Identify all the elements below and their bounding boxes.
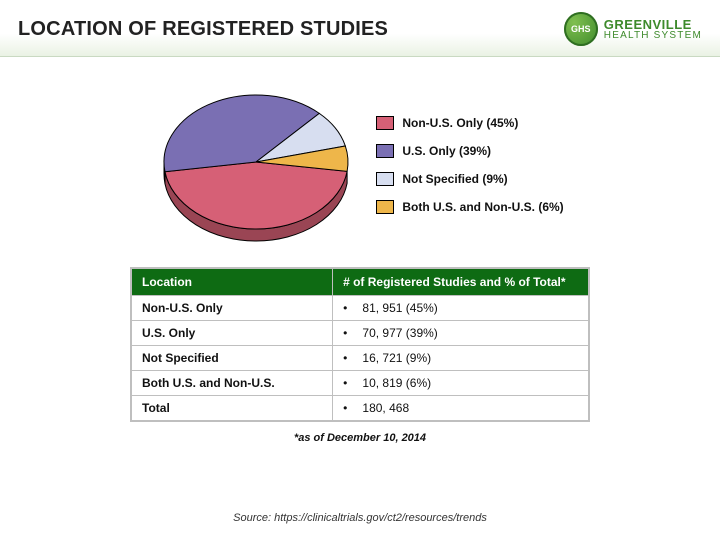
legend-item: Non-U.S. Only (45%) [376, 116, 563, 130]
table-cell-value: • 16, 721 (9%) [333, 346, 589, 371]
table-cell-location: Not Specified [132, 346, 333, 371]
source-citation: Source: https://clinicaltrials.gov/ct2/r… [0, 512, 720, 524]
table-cell-location: Non-U.S. Only [132, 296, 333, 321]
brand-logo: GHS GREENVILLE HEALTH SYSTEM [564, 12, 702, 46]
legend-label: Both U.S. and Non-U.S. (6%) [402, 200, 563, 214]
table-cell-value: • 81, 951 (45%) [333, 296, 589, 321]
table-row: Not Specified• 16, 721 (9%) [132, 346, 589, 371]
logo-line2: HEALTH SYSTEM [604, 31, 702, 41]
page-title: LOCATION OF REGISTERED STUDIES [18, 18, 388, 41]
table-row: Both U.S. and Non-U.S.• 10, 819 (6%) [132, 371, 589, 396]
table-cell-value: • 180, 468 [333, 396, 589, 421]
legend-swatch-icon [376, 200, 394, 214]
logo-badge-icon: GHS [564, 12, 598, 46]
table-header-cell: Location [132, 269, 333, 296]
table-cell-location: Total [132, 396, 333, 421]
table-cell-location: Both U.S. and Non-U.S. [132, 371, 333, 396]
table-cell-location: U.S. Only [132, 321, 333, 346]
data-table: Location# of Registered Studies and % of… [131, 268, 589, 421]
footnote: *as of December 10, 2014 [0, 432, 720, 444]
chart-area: Non-U.S. Only (45%) U.S. Only (39%) Not Sp… [0, 85, 720, 245]
pie-chart [156, 85, 356, 245]
legend-swatch-icon [376, 172, 394, 186]
chart-legend: Non-U.S. Only (45%) U.S. Only (39%) Not Sp… [376, 116, 563, 214]
legend-swatch-icon [376, 144, 394, 158]
logo-text: GREENVILLE HEALTH SYSTEM [604, 18, 702, 41]
legend-item: Not Specified (9%) [376, 172, 563, 186]
legend-label: Not Specified (9%) [402, 172, 507, 186]
table-row: U.S. Only• 70, 977 (39%) [132, 321, 589, 346]
table-header-cell: # of Registered Studies and % of Total* [333, 269, 589, 296]
legend-item: U.S. Only (39%) [376, 144, 563, 158]
legend-label: Non-U.S. Only (45%) [402, 116, 518, 130]
table-cell-value: • 70, 977 (39%) [333, 321, 589, 346]
table-row: Non-U.S. Only• 81, 951 (45%) [132, 296, 589, 321]
legend-swatch-icon [376, 116, 394, 130]
legend-item: Both U.S. and Non-U.S. (6%) [376, 200, 563, 214]
legend-label: U.S. Only (39%) [402, 144, 491, 158]
logo-line1: GREENVILLE [604, 18, 702, 31]
data-table-wrap: Location# of Registered Studies and % of… [130, 267, 590, 422]
slide-header: LOCATION OF REGISTERED STUDIES GHS GREEN… [0, 0, 720, 57]
table-row: Total• 180, 468 [132, 396, 589, 421]
table-cell-value: • 10, 819 (6%) [333, 371, 589, 396]
